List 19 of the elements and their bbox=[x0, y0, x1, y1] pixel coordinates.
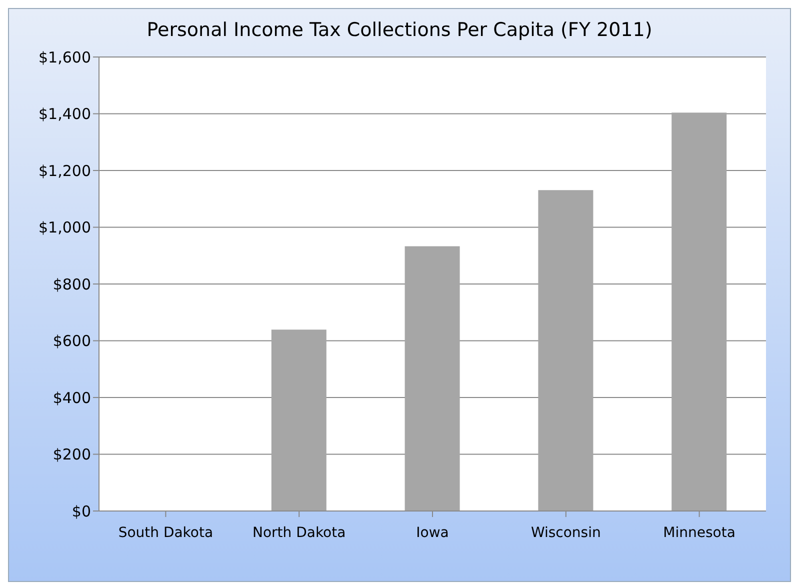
x-tick-label: Minnesota bbox=[663, 524, 736, 541]
y-tick-label: $600 bbox=[52, 332, 91, 350]
x-tick-label: Iowa bbox=[416, 524, 449, 541]
y-tick-label: $0 bbox=[72, 502, 91, 520]
y-tick-label: $1,600 bbox=[38, 48, 91, 66]
y-tick-label: $1,000 bbox=[38, 218, 91, 237]
y-tick-label: $400 bbox=[52, 388, 91, 407]
y-tick-label: $800 bbox=[52, 275, 91, 294]
bar bbox=[672, 112, 727, 511]
x-tick-label: South Dakota bbox=[118, 524, 214, 541]
x-tick-label: Wisconsin bbox=[530, 524, 601, 541]
y-tick-label: $1,400 bbox=[38, 105, 91, 124]
bar bbox=[271, 330, 326, 511]
bar bbox=[404, 246, 460, 511]
y-tick-label: $200 bbox=[52, 446, 91, 464]
y-tick-label: $1,200 bbox=[38, 162, 91, 180]
x-tick-label: North Dakota bbox=[252, 524, 346, 541]
chart-title: Personal Income Tax Collections Per Capita (FY 2011) bbox=[146, 18, 654, 43]
bar bbox=[538, 190, 594, 511]
